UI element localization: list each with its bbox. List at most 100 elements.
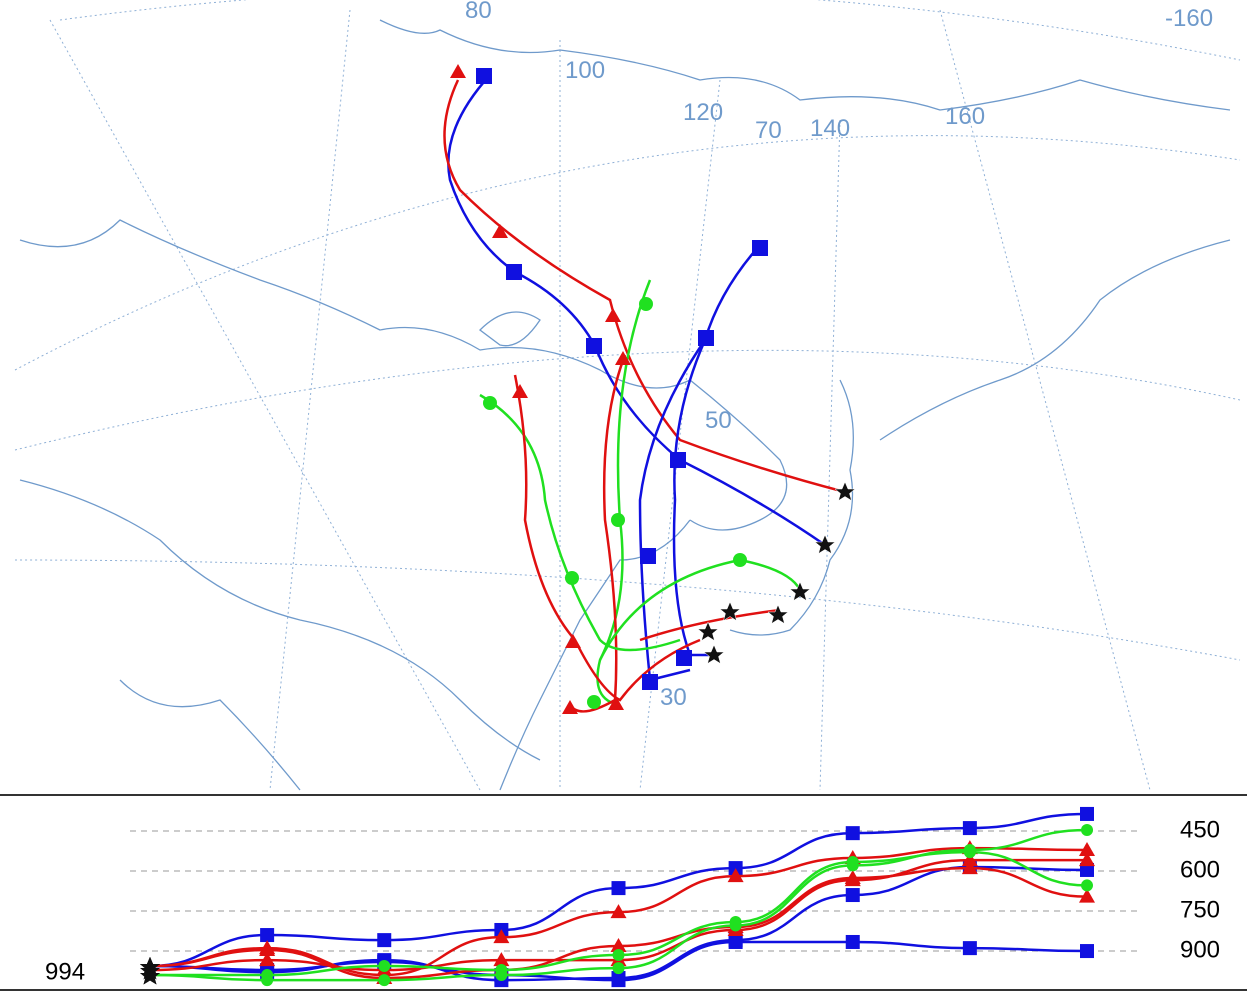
marker	[845, 934, 860, 949]
marker	[1080, 862, 1094, 877]
start-points	[697, 481, 856, 665]
longitude-label: 120	[683, 99, 723, 126]
marker	[378, 974, 391, 987]
marker	[728, 933, 743, 948]
marker	[845, 826, 860, 841]
marker	[846, 855, 859, 868]
trajectory-height-line	[150, 850, 1088, 977]
marker	[962, 941, 977, 956]
y-tick-label: 900	[1180, 936, 1220, 963]
start-star	[789, 581, 811, 602]
graticule-line	[269, 9, 351, 791]
start-star	[140, 966, 160, 985]
marker	[261, 969, 274, 982]
start-star	[767, 604, 789, 625]
coastline	[119, 679, 301, 791]
coastline	[879, 239, 1231, 441]
marker	[961, 852, 978, 867]
marker	[586, 338, 602, 354]
marker	[611, 881, 626, 896]
longitude-label: 140	[810, 115, 850, 142]
latitude-label: 50	[705, 407, 732, 434]
marker	[752, 240, 768, 256]
start-star	[834, 481, 856, 502]
latitude-label: 70	[755, 117, 782, 144]
map: 80 100 120 70 140 160 -160 50 30	[14, 0, 1241, 791]
marker	[1079, 888, 1095, 903]
y-tick-label: 750	[1180, 896, 1220, 923]
marker	[1079, 841, 1095, 856]
marker	[259, 941, 276, 956]
marker	[377, 933, 392, 948]
marker	[640, 548, 656, 564]
marker	[642, 674, 658, 690]
longitude-label: 100	[565, 57, 605, 84]
trajectory-markers	[483, 297, 747, 709]
longitude-label: 160	[945, 103, 985, 130]
marker	[493, 929, 510, 944]
start-star	[697, 621, 719, 642]
trajectory	[447, 74, 826, 547]
coastline	[379, 19, 1231, 111]
marker	[1081, 879, 1093, 892]
marker	[1080, 806, 1094, 821]
marker	[961, 860, 978, 875]
longitude-label: 80	[465, 0, 492, 24]
marker	[450, 64, 631, 714]
marker	[506, 264, 522, 280]
trajectory	[513, 374, 701, 702]
graticule-line	[639, 79, 721, 791]
marker	[676, 650, 692, 666]
marker	[587, 695, 601, 709]
trajectory	[443, 79, 846, 494]
marker	[495, 963, 508, 976]
trajectory	[568, 354, 627, 713]
marker	[611, 513, 625, 527]
graticule-line	[14, 135, 1241, 371]
marker	[962, 821, 977, 836]
start-star	[814, 534, 836, 555]
marker	[259, 952, 276, 967]
marker	[610, 937, 627, 952]
coastline	[499, 519, 691, 791]
longitude-label: -160	[1165, 5, 1213, 32]
graticule	[14, 0, 1241, 791]
lake	[479, 311, 541, 347]
marker	[611, 970, 626, 985]
marker	[729, 915, 742, 928]
graticule-line	[49, 19, 481, 791]
marker	[733, 553, 747, 567]
marker	[844, 872, 861, 887]
marker	[493, 952, 510, 967]
marker	[670, 452, 686, 468]
trajectory-markers	[476, 68, 768, 690]
marker	[639, 297, 653, 311]
marker	[1080, 944, 1094, 959]
trajectory	[639, 608, 781, 642]
marker	[728, 861, 743, 876]
start-level-label: 994	[45, 958, 85, 985]
marker	[476, 68, 492, 84]
border	[19, 479, 541, 761]
map-labels: 80 100 120 70 140 160 -160 50 30	[465, 0, 1213, 711]
coastline	[729, 379, 854, 636]
marker	[963, 846, 976, 859]
coastlines	[19, 19, 1231, 791]
graticule-line	[819, 119, 841, 791]
marker	[698, 330, 714, 346]
marker	[260, 928, 275, 943]
marker	[378, 959, 391, 972]
y-tick-label: 600	[1180, 856, 1220, 883]
graticule-line	[59, 0, 1241, 61]
trajectory	[672, 339, 710, 657]
marker	[565, 571, 579, 585]
graticule-line	[14, 349, 1241, 451]
marker	[845, 888, 860, 903]
marker	[1081, 823, 1093, 836]
marker	[483, 396, 497, 410]
marker	[727, 868, 744, 883]
start-star	[703, 644, 725, 665]
marker	[612, 962, 625, 975]
marker	[1079, 852, 1095, 867]
